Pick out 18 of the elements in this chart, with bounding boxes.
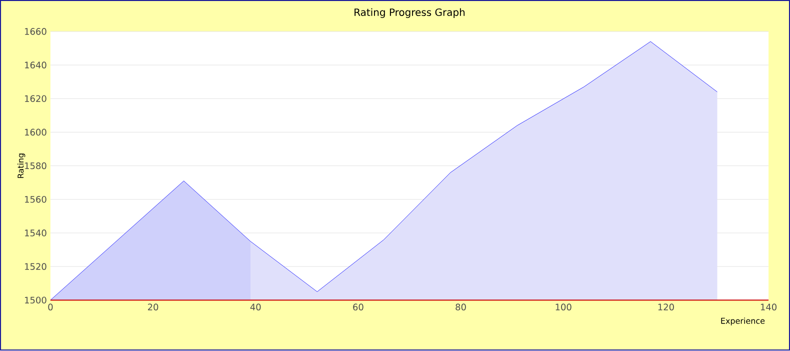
y-tick-label: 1640 <box>25 62 46 69</box>
x-tick-label: 120 <box>658 304 674 311</box>
x-tick-label: 60 <box>353 304 364 311</box>
x-tick-label: 80 <box>456 304 466 311</box>
y-tick-label: 1520 <box>25 263 46 270</box>
x-tick-label: 140 <box>760 304 777 311</box>
x-tick-label: 0 <box>48 304 53 311</box>
y-tick-label: 1620 <box>25 95 46 102</box>
x-tick-label: 100 <box>556 304 572 311</box>
x-tick-label: 40 <box>250 304 261 311</box>
x-tick-label: 20 <box>148 304 158 311</box>
y-tick-label: 1540 <box>25 230 46 237</box>
chart-title: Rating Progress Graph <box>354 8 465 18</box>
y-tick-label: 1600 <box>25 129 46 136</box>
y-tick-label: 1560 <box>25 196 46 203</box>
y-tick-label: 1500 <box>25 296 46 304</box>
y-tick-label: 1580 <box>25 162 46 170</box>
y-tick-label: 1660 <box>25 28 46 36</box>
